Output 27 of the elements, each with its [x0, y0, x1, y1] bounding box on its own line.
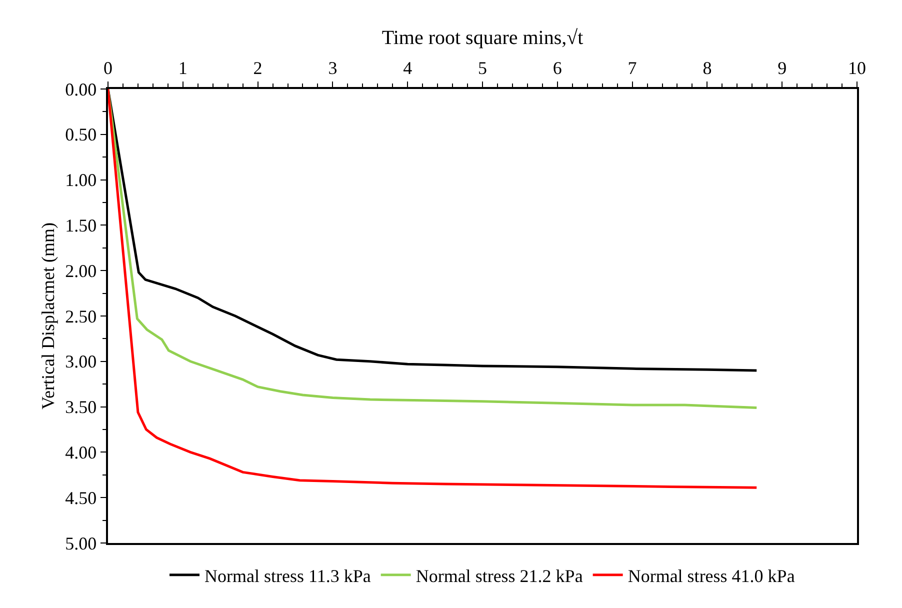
- x-tick-label: 9: [778, 58, 787, 78]
- x-tick-label: 8: [702, 58, 712, 78]
- y-tick-label: 4.50: [65, 488, 97, 508]
- y-tick-label: 3.00: [65, 352, 97, 372]
- y-tick-label: 1.50: [65, 216, 97, 236]
- x-tick-label: 4: [403, 58, 412, 78]
- y-tick-label: 3.50: [65, 397, 97, 418]
- y-tick-label: 0.00: [65, 79, 97, 100]
- x-tick-label: 2: [253, 58, 262, 78]
- y-tick-label: 0.50: [65, 124, 97, 145]
- x-axis-title: Time root square mins,√t: [382, 27, 584, 50]
- y-tick-label: 5.00: [65, 533, 97, 554]
- y-tick-label: 2.00: [65, 260, 97, 281]
- x-tick-label: 6: [552, 58, 562, 78]
- x-tick-label: 7: [628, 58, 637, 78]
- x-tick-label: 3: [328, 58, 338, 78]
- x-tick-label: 0: [104, 58, 112, 78]
- y-tick-label: 4.00: [65, 442, 97, 462]
- y-tick-label: 1.00: [65, 170, 97, 190]
- x-tick-label: 1: [178, 58, 188, 78]
- x-tick-label: 10: [848, 58, 866, 78]
- legend-label: Normal stress 41.0 kPa: [628, 566, 795, 586]
- y-tick-label: 2.50: [65, 306, 97, 326]
- y-axis-title: Vertical Displacmet (mm): [38, 222, 58, 410]
- legend-label: Normal stress 21.2 kPa: [416, 566, 583, 586]
- x-tick-label: 5: [478, 58, 487, 78]
- legend-label: Normal stress 11.3 kPa: [204, 566, 371, 586]
